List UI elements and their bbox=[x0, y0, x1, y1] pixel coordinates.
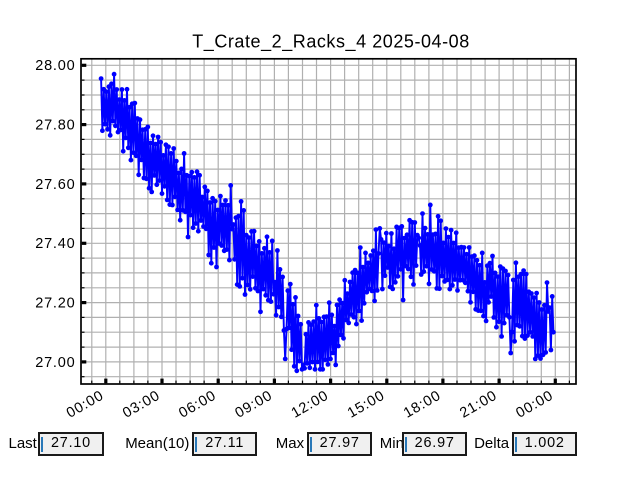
svg-text:T_Crate_2_Racks_4 2025-04-08: T_Crate_2_Racks_4 2025-04-08 bbox=[192, 32, 470, 53]
svg-text:27.60: 27.60 bbox=[35, 177, 75, 193]
svg-text:27.80: 27.80 bbox=[35, 118, 75, 134]
svg-text:27.20: 27.20 bbox=[35, 296, 75, 312]
svg-text:27.40: 27.40 bbox=[35, 236, 75, 252]
svg-text:27.00: 27.00 bbox=[35, 355, 75, 371]
svg-text:28.00: 28.00 bbox=[35, 58, 75, 74]
